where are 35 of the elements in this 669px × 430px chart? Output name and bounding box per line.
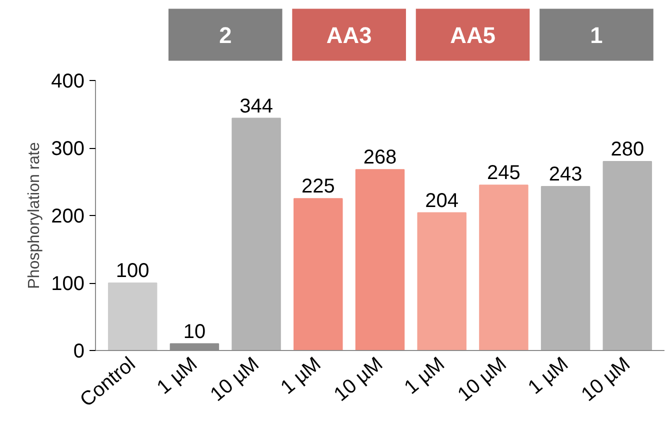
bar bbox=[417, 212, 466, 350]
y-axis-title: Phosphorylation rate bbox=[26, 142, 44, 289]
text: 2 bbox=[219, 22, 232, 48]
bar bbox=[355, 169, 405, 350]
y-tick-label: 0 bbox=[73, 340, 84, 362]
data-label: 280 bbox=[610, 138, 644, 160]
y-tick-label: 300 bbox=[51, 138, 85, 160]
data-label: 344 bbox=[240, 95, 273, 118]
bar bbox=[232, 118, 281, 350]
data-label: 245 bbox=[487, 162, 520, 184]
bar bbox=[479, 184, 528, 350]
bar bbox=[294, 198, 343, 350]
data-label: 225 bbox=[301, 176, 335, 198]
x-tick-label: 1 µM bbox=[400, 353, 449, 399]
text: 1 bbox=[590, 22, 603, 48]
y-tick-label: 100 bbox=[51, 273, 85, 295]
text: AA5 bbox=[450, 22, 496, 48]
data-label: 268 bbox=[363, 146, 397, 169]
x-tick-label: 10 µM bbox=[206, 353, 264, 406]
data-label: 243 bbox=[548, 163, 582, 186]
data-label: 10 bbox=[183, 320, 206, 343]
x-tick-label: 10 µM bbox=[577, 353, 634, 406]
text: AA3 bbox=[326, 22, 372, 48]
y-tick-label: 200 bbox=[51, 206, 85, 228]
x-tick-label: 1 µM bbox=[524, 353, 573, 399]
x-tick-label: 10 µM bbox=[454, 353, 511, 406]
y-tick-label: 400 bbox=[51, 70, 85, 92]
data-label: 100 bbox=[116, 260, 150, 282]
bar bbox=[108, 282, 158, 350]
x-tick-label: 1 µM bbox=[153, 353, 202, 399]
x-tick-label: 10 µM bbox=[330, 353, 388, 406]
x-tick-label: 1 µM bbox=[276, 353, 326, 399]
bar bbox=[540, 186, 590, 350]
data-label: 204 bbox=[425, 190, 459, 212]
bar bbox=[602, 161, 652, 350]
